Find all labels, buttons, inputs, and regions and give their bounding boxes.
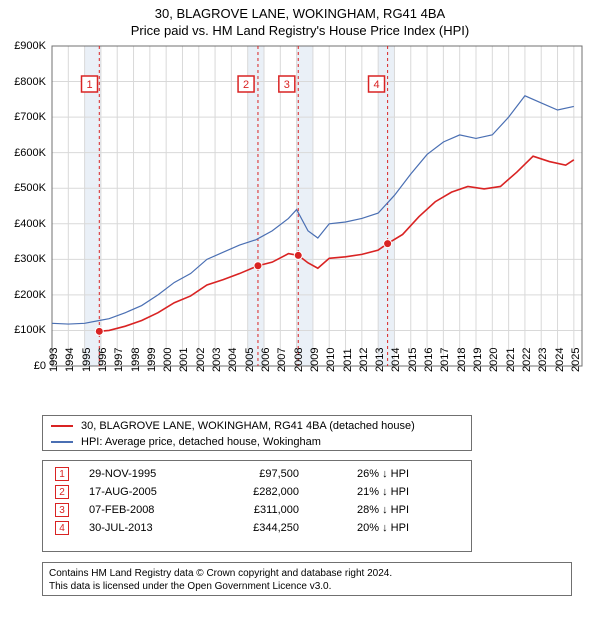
x-tick-label: 2022 [521,348,533,372]
x-tick-label: 1999 [146,348,158,372]
x-tick-label: 1996 [97,348,109,372]
x-tick-label: 2018 [456,348,468,372]
x-tick-label: 2000 [162,348,174,372]
x-tick-label: 2011 [342,348,354,372]
x-tick-label: 2025 [570,348,582,372]
transaction-row: 2 17-AUG-2005 £282,000 21% ↓ HPI [49,483,465,501]
legend-item: HPI: Average price, detached house, Woki… [51,434,463,450]
svg-text:1: 1 [86,79,92,91]
x-tick-label: 2001 [178,348,190,372]
transaction-marker: 2 [55,485,69,499]
y-tick-label: £300K [14,253,46,265]
chart-title-sub: Price paid vs. HM Land Registry's House … [0,23,600,38]
y-tick-label: £700K [14,111,46,123]
legend-swatch [51,425,73,427]
transaction-price: £97,500 [219,468,299,480]
x-tick-label: 2024 [554,348,566,372]
x-tick-label: 1995 [81,348,93,372]
legend-item: 30, BLAGROVE LANE, WOKINGHAM, RG41 4BA (… [51,418,463,434]
svg-text:2: 2 [243,79,249,91]
x-tick-label: 2004 [227,348,239,372]
x-tick-label: 2021 [505,348,517,372]
x-tick-label: 2008 [293,348,305,372]
transaction-row: 3 07-FEB-2008 £311,000 28% ↓ HPI [49,501,465,519]
transaction-date: 30-JUL-2013 [89,522,199,534]
legend-swatch [51,441,73,443]
chart-svg: 1 2 3 4 [52,46,582,366]
x-tick-label: 2023 [537,348,549,372]
x-tick-label: 1993 [48,348,60,372]
y-tick-label: £400K [14,218,46,230]
chart-plot-area: 1234 £0£100K£200K£300K£400K£500K£600K£70… [52,46,582,366]
x-tick-label: 2015 [407,348,419,372]
svg-text:4: 4 [373,79,379,91]
transaction-hpi-delta: 20% ↓ HPI [319,522,409,534]
transactions-box: 1 29-NOV-1995 £97,500 26% ↓ HPI 2 17-AUG-2005… [42,460,472,552]
x-tick-label: 1997 [113,348,125,372]
y-tick-label: £600K [14,147,46,159]
y-tick-label: £200K [14,289,46,301]
transaction-price: £344,250 [219,522,299,534]
x-tick-label: 2009 [309,348,321,372]
transaction-date: 17-AUG-2005 [89,486,199,498]
x-tick-label: 1994 [64,348,76,372]
x-tick-label: 2006 [260,348,272,372]
transaction-row: 1 29-NOV-1995 £97,500 26% ↓ HPI [49,465,465,483]
y-tick-label: £900K [14,40,46,52]
y-tick-label: £100K [14,324,46,336]
transaction-marker: 1 [55,467,69,481]
x-tick-label: 2012 [358,348,370,372]
y-tick-label: £0 [34,360,46,372]
x-tick-label: 1998 [130,348,142,372]
transaction-hpi-delta: 28% ↓ HPI [319,504,409,516]
x-tick-label: 2017 [439,348,451,372]
x-tick-label: 2020 [488,348,500,372]
transaction-price: £311,000 [219,504,299,516]
x-tick-label: 2019 [472,348,484,372]
transaction-hpi-delta: 26% ↓ HPI [319,468,409,480]
x-tick-label: 2002 [195,348,207,372]
chart-title-address: 30, BLAGROVE LANE, WOKINGHAM, RG41 4BA [0,6,600,21]
legend-label: HPI: Average price, detached house, Woki… [81,436,321,448]
footnote-box: Contains HM Land Registry data © Crown c… [42,562,572,596]
x-tick-label: 2005 [244,348,256,372]
x-tick-label: 2010 [325,348,337,372]
transaction-marker: 3 [55,503,69,517]
x-tick-label: 2013 [374,348,386,372]
x-tick-label: 2014 [390,348,402,372]
legend-label: 30, BLAGROVE LANE, WOKINGHAM, RG41 4BA (… [81,420,415,432]
transaction-date: 07-FEB-2008 [89,504,199,516]
svg-text:3: 3 [284,79,290,91]
footnote-line2: This data is licensed under the Open Gov… [49,580,565,593]
footnote-line1: Contains HM Land Registry data © Crown c… [49,567,565,580]
transaction-marker: 4 [55,521,69,535]
legend-box: 30, BLAGROVE LANE, WOKINGHAM, RG41 4BA (… [42,415,472,451]
x-tick-label: 2016 [423,348,435,372]
transaction-date: 29-NOV-1995 [89,468,199,480]
transaction-row: 4 30-JUL-2013 £344,250 20% ↓ HPI [49,519,465,537]
x-tick-label: 2003 [211,348,223,372]
transaction-price: £282,000 [219,486,299,498]
y-tick-label: £800K [14,76,46,88]
y-tick-label: £500K [14,182,46,194]
x-tick-label: 2007 [276,348,288,372]
transaction-hpi-delta: 21% ↓ HPI [319,486,409,498]
